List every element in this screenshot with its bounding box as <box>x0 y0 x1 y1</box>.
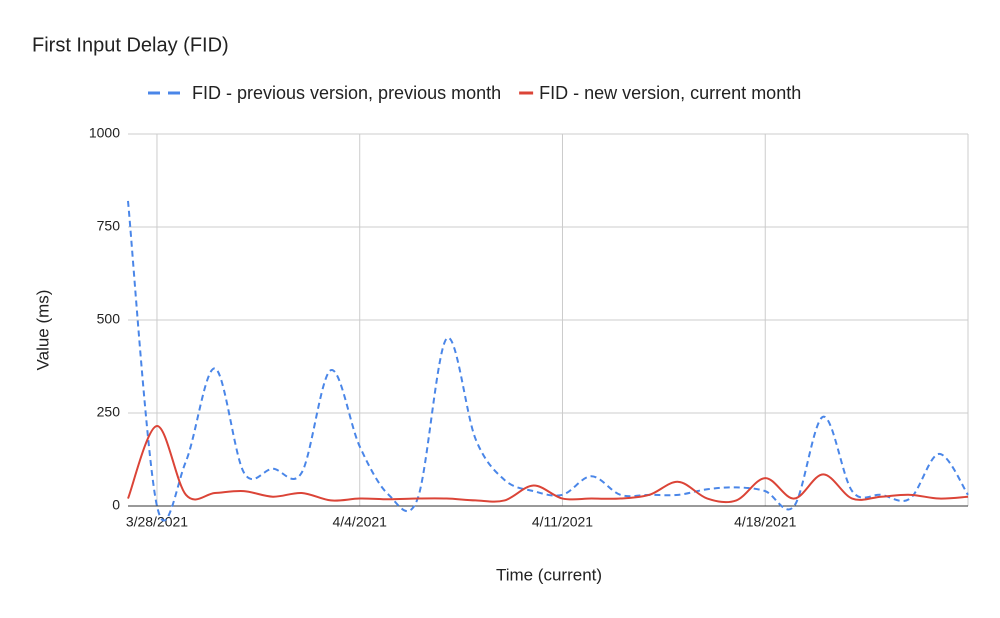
y-tick-label: 750 <box>97 218 121 234</box>
y-axis-title: Value (ms) <box>33 290 52 371</box>
y-tick-label: 500 <box>97 311 121 327</box>
series-line <box>127 200 969 522</box>
x-tick-label: 3/28/2021 <box>126 514 188 530</box>
y-tick-label: 1000 <box>89 125 120 141</box>
x-tick-label: 4/18/2021 <box>734 514 796 530</box>
y-tick-label: 250 <box>97 404 121 420</box>
legend-label: FID - previous version, previous month <box>192 83 501 103</box>
x-tick-label: 4/11/2021 <box>532 514 593 530</box>
legend-label: FID - new version, current month <box>539 83 801 103</box>
y-tick-label: 0 <box>112 497 120 513</box>
x-tick-label: 4/4/2021 <box>332 514 387 530</box>
chart-title: First Input Delay (FID) <box>32 34 229 56</box>
x-axis-title: Time (current) <box>496 565 602 584</box>
series-line <box>127 425 969 504</box>
